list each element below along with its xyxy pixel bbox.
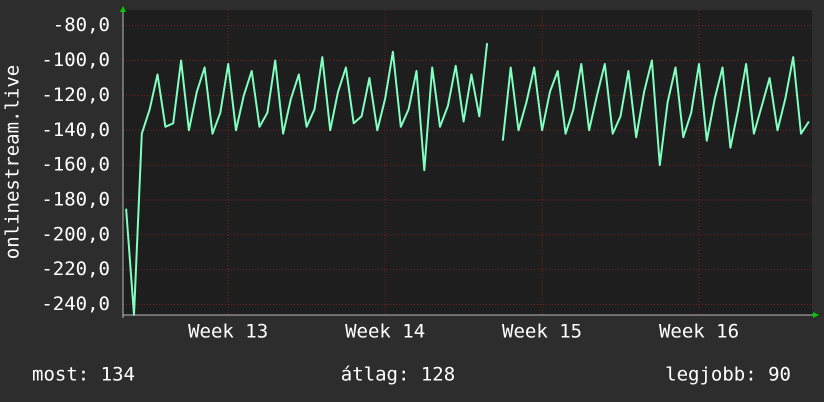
x-tick-label: Week 14 <box>345 321 425 343</box>
footer-current: most: 134 <box>32 364 135 386</box>
y-tick-label: -120,0 <box>41 84 110 106</box>
y-tick-label: -140,0 <box>41 119 110 141</box>
x-tick-label: Week 16 <box>659 321 739 343</box>
x-tick-label: Week 13 <box>188 321 268 343</box>
y-tick-label: -200,0 <box>41 223 110 245</box>
x-tick-label: Week 15 <box>502 321 582 343</box>
footer-best: legjobb: 90 <box>665 364 791 386</box>
x-arrow <box>813 312 819 318</box>
y-tick-label: -220,0 <box>41 258 110 280</box>
y-tick-label: -160,0 <box>41 154 110 176</box>
y-tick-label: -80,0 <box>53 14 110 36</box>
footer-average: átlag: 128 <box>341 364 455 386</box>
y-tick-label: -240,0 <box>41 293 110 315</box>
y-arrow <box>120 6 126 12</box>
y-axis-label: onlinestream.live <box>2 65 24 259</box>
y-tick-label: -100,0 <box>41 49 110 71</box>
data-line <box>125 42 810 316</box>
y-tick-label: -180,0 <box>41 188 110 210</box>
